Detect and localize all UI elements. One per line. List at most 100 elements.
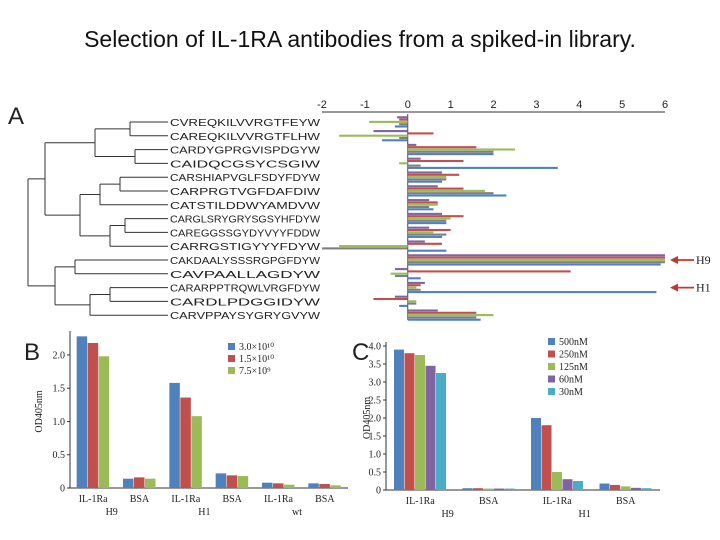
- bar: [399, 162, 408, 165]
- bar: [319, 484, 330, 488]
- bar: [180, 397, 191, 488]
- panel-a-axis: -2 -1 0 1 2 3 4 5 6: [317, 99, 668, 320]
- bar: [262, 482, 273, 488]
- legend-swatch: [548, 338, 555, 345]
- bar: [407, 192, 494, 195]
- bar: [407, 219, 447, 222]
- panel-A: A CVREQKILVVRGTFEYW CAREQKILVVRGTFLHW CARD…: [8, 99, 711, 322]
- x-tick-label: -1: [360, 99, 370, 111]
- bar: [123, 478, 134, 488]
- x-tick-label: IL-1Ra: [79, 494, 108, 505]
- bar: [407, 240, 425, 243]
- bar: [399, 118, 408, 121]
- x-tick-label: 6: [662, 99, 668, 111]
- bar: [407, 242, 443, 245]
- annotation-label: H9: [696, 253, 711, 267]
- y-tick-label: 4.0: [369, 342, 382, 353]
- bar: [394, 274, 408, 278]
- y-tick-label: 0.5: [53, 450, 66, 461]
- bar: [339, 245, 408, 248]
- y-tick-label: 3.0: [369, 378, 382, 389]
- bar: [339, 134, 408, 137]
- x-tick-label: IL-1Ra: [543, 496, 572, 507]
- bar: [322, 247, 408, 250]
- bar: [373, 297, 408, 301]
- bar: [407, 215, 464, 218]
- panel-letter-a: A: [8, 103, 24, 130]
- bar: [330, 485, 341, 488]
- bar: [573, 481, 583, 490]
- bar: [407, 254, 665, 257]
- sequence-label: CAIDQCGSYCSGIW: [170, 158, 320, 170]
- x-tick-label: 1: [448, 99, 454, 111]
- panel-B: B 0 0.5 1.0 1.5 2.0 OD405nm IL-1Ra BSA IL-1Ra BSA…: [24, 331, 348, 518]
- y-tick-label: 3.5: [369, 360, 382, 371]
- x-tick-label: -2: [317, 99, 327, 111]
- y-axis-label: OD405nm: [34, 390, 45, 432]
- bar: [415, 355, 425, 490]
- bar: [394, 295, 408, 298]
- bar: [98, 356, 110, 488]
- bar: [394, 125, 408, 128]
- bar: [273, 483, 284, 488]
- dendrogram: [27, 121, 168, 316]
- bar: [407, 150, 494, 153]
- x-tick-label: BSA: [130, 494, 150, 505]
- x-tick-label: BSA: [222, 494, 242, 505]
- bar: [541, 425, 552, 490]
- annotation-arrowhead: [670, 256, 678, 264]
- bar: [237, 476, 249, 488]
- bar: [425, 365, 436, 490]
- x-tick-label: 2: [490, 99, 496, 111]
- bar: [399, 136, 408, 140]
- panel-letter-b: B: [24, 339, 40, 366]
- y-tick-label: 2.0: [369, 414, 382, 425]
- bar: [134, 477, 145, 488]
- y-tick-label: 1.0: [369, 450, 382, 461]
- sequence-label: CVREQKILVVRGTFEYW: [170, 117, 320, 129]
- bar: [407, 270, 571, 273]
- group-label: H1: [198, 507, 210, 518]
- sequence-label: CARDYGPRGVISPDGYW: [170, 145, 320, 157]
- sequence-label: CAKDAALYSSSRGPGFDYW: [170, 255, 320, 267]
- bar: [631, 487, 641, 490]
- sequence-label: CARRGSTIGYYYFDYW: [170, 241, 320, 253]
- bar: [407, 231, 434, 234]
- x-tick-label: BSA: [616, 496, 636, 507]
- bar: [407, 148, 515, 151]
- legend-label: 3.0×10¹⁰: [239, 342, 274, 353]
- legend-label: 500nM: [559, 337, 588, 348]
- bar: [407, 189, 485, 192]
- y-tick-label: 0: [60, 484, 65, 495]
- bar: [169, 382, 180, 488]
- x-tick-label: 0: [405, 99, 411, 111]
- sequence-label: CATSTILDDWYAMDVW: [170, 200, 320, 212]
- sequence-label: CAREQKILVVRGTFLHW: [170, 131, 320, 143]
- x-tick-label: IL-1Ra: [406, 496, 435, 507]
- bar: [407, 157, 421, 160]
- bar: [407, 249, 447, 252]
- sequence-label: CARARPPTRQWLVRGFDYW: [170, 283, 320, 295]
- panel-a-annotations: H9 H1: [670, 253, 711, 295]
- y-tick-label: 0.5: [369, 468, 382, 479]
- x-tick-label: IL-1Ra: [171, 494, 200, 505]
- bar: [407, 212, 443, 215]
- x-tick-label: BSA: [479, 496, 499, 507]
- bar: [494, 488, 504, 490]
- x-tick-label: IL-1Ra: [264, 494, 293, 505]
- group-label: H9: [106, 507, 118, 518]
- y-tick-label: 1.5: [53, 384, 66, 395]
- bar: [407, 263, 661, 266]
- bar: [215, 473, 227, 488]
- bar: [407, 288, 421, 291]
- y-tick-label: 2.5: [369, 396, 382, 407]
- bar: [407, 311, 477, 314]
- bar: [407, 187, 464, 190]
- bar: [407, 146, 477, 149]
- bar: [407, 176, 447, 179]
- bar: [620, 486, 631, 490]
- bar: [394, 349, 404, 490]
- sequence-label: CARVPPAYSYGRYGVYW: [170, 310, 320, 322]
- y-tick-label: 0: [376, 486, 381, 497]
- bar: [599, 483, 610, 490]
